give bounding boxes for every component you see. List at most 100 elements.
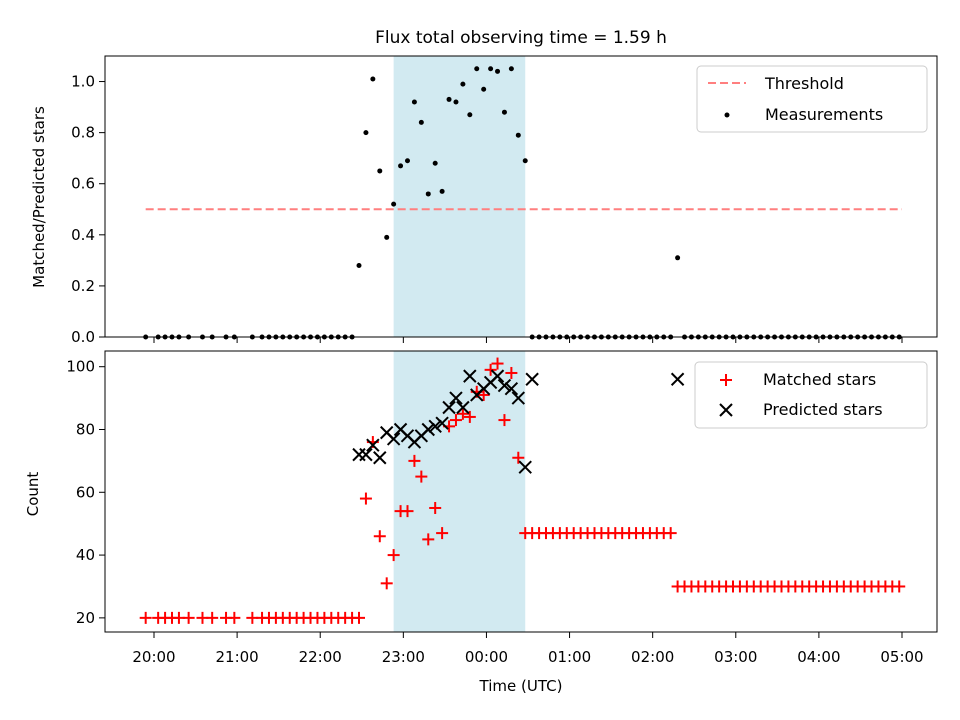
predicted-star-point — [386, 432, 401, 446]
observing-window-top — [393, 56, 526, 337]
measurements-legend-icon — [724, 112, 730, 118]
x-tick-label: 03:00 — [714, 648, 757, 666]
predicted-legend-icon — [719, 403, 733, 417]
matched-star-point — [401, 505, 414, 518]
bottom-y-axis-label: Count — [24, 472, 42, 517]
predicted-star-point — [359, 447, 373, 462]
matched-star-point — [422, 533, 435, 546]
matched-star-point — [415, 470, 428, 483]
chart-title: Flux total observing time = 1.59 h — [375, 28, 667, 48]
measurement-point — [522, 158, 528, 164]
matched-star-point — [491, 357, 504, 370]
y-tick-label: 80 — [76, 420, 95, 438]
measurement-point — [418, 119, 424, 125]
y-tick-label: 0.8 — [71, 124, 95, 142]
predicted-star-point — [366, 438, 380, 452]
predicted-star-point — [670, 372, 685, 386]
predicted-star-point — [504, 381, 519, 396]
measurement-point — [404, 158, 410, 164]
predicted-star-point — [463, 369, 477, 383]
measurement-point — [391, 201, 397, 207]
predicted-star-point — [421, 422, 435, 437]
matched-star-point — [463, 410, 476, 423]
y-tick-label: 0.4 — [71, 226, 95, 244]
top-x-ticks — [153, 337, 903, 343]
measurement-point — [398, 163, 404, 169]
y-tick-label: 100 — [66, 358, 95, 376]
matched-star-point — [664, 527, 677, 540]
y-tick-label: 0.6 — [71, 175, 95, 193]
x-tick-label: 02:00 — [631, 648, 674, 666]
measurement-point — [453, 99, 459, 105]
x-tick-label: 21:00 — [215, 648, 258, 666]
matched-star-point — [408, 454, 421, 467]
predicted-star-point — [490, 369, 505, 383]
measurement-point — [356, 262, 362, 268]
x-tick-label: 22:00 — [299, 648, 342, 666]
top-axes-frame — [104, 55, 938, 338]
x-tick-label: 23:00 — [382, 648, 425, 666]
matched-legend-icon — [720, 374, 732, 386]
matched-star-point — [436, 527, 449, 540]
predicted-star-point — [518, 460, 532, 474]
measurement-point — [370, 76, 376, 82]
measurement-point — [384, 234, 390, 240]
x-tick-label: 04:00 — [797, 648, 840, 666]
measurement-point — [411, 99, 417, 105]
predicted-star-point — [497, 378, 512, 393]
matched-star-point — [182, 611, 195, 624]
measurement-point — [439, 188, 445, 194]
measurement-point — [467, 112, 473, 118]
measurement-point — [432, 160, 438, 166]
predicted-star-point — [449, 391, 463, 405]
measurement-point — [675, 255, 681, 261]
bottom-legend-box — [694, 361, 928, 429]
predicted-star-point — [456, 400, 470, 415]
matched-star-point — [893, 580, 906, 593]
y-tick-label: 0.2 — [71, 277, 95, 295]
bottom-axes-frame — [104, 350, 938, 633]
measurement-point — [363, 130, 369, 136]
x-tick-label: 00:00 — [465, 648, 508, 666]
bottom-y-ticks: 20 40 60 80 100 — [66, 358, 105, 627]
matched-stars-points — [139, 357, 906, 624]
observing-window-bottom — [393, 351, 526, 632]
predicted-star-point — [352, 447, 366, 462]
measurement-point — [425, 191, 431, 197]
top-legend: Threshold Measurements — [696, 65, 928, 133]
matched-star-point — [429, 501, 442, 514]
threshold-legend-label: Threshold — [764, 74, 844, 93]
bottom-legend: Matched stars Predicted stars — [694, 361, 928, 429]
measurement-point — [460, 81, 466, 87]
matched-star-point — [449, 414, 462, 427]
x-axis-label: Time (UTC) — [479, 677, 563, 695]
matched-star-point — [387, 549, 400, 562]
measurement-point — [501, 109, 507, 115]
predicted-stars-points — [352, 369, 685, 474]
y-tick-label: 20 — [76, 609, 95, 627]
predicted-star-point — [435, 416, 449, 430]
matched-star-point — [505, 366, 518, 379]
top-y-axis-label: Matched/Predicted stars — [30, 106, 48, 288]
y-tick-label: 1.0 — [71, 73, 95, 91]
matched-legend-label: Matched stars — [763, 370, 876, 389]
matched-star-point — [206, 611, 219, 624]
matched-star-point — [484, 363, 497, 376]
bottom-panel: 20 40 60 80 100 20:00 21:00 22:00 23:00 00:00 01:… — [24, 350, 938, 695]
y-tick-label: 0.0 — [71, 328, 95, 346]
predicted-star-point — [511, 391, 526, 405]
bottom-x-ticks: 20:00 21:00 22:00 23:00 00:00 01:00 02:00 03:00… — [132, 632, 924, 666]
matched-star-point — [139, 611, 152, 624]
matched-star-point — [477, 388, 490, 401]
matched-star-point — [353, 611, 366, 624]
top-y-ticks: 0.0 0.2 0.4 0.6 0.8 1.0 — [71, 73, 105, 346]
predicted-star-point — [525, 372, 539, 386]
matched-star-point — [359, 492, 372, 505]
x-tick-label: 01:00 — [548, 648, 591, 666]
measurement-point — [495, 68, 501, 74]
measurement-point — [481, 86, 487, 92]
y-tick-label: 40 — [76, 546, 95, 564]
top-legend-box — [696, 65, 928, 133]
x-tick-label: 05:00 — [880, 648, 923, 666]
top-panel: 0.0 0.2 0.4 0.6 0.8 1.0 Matched/Predicted sta… — [30, 55, 938, 346]
